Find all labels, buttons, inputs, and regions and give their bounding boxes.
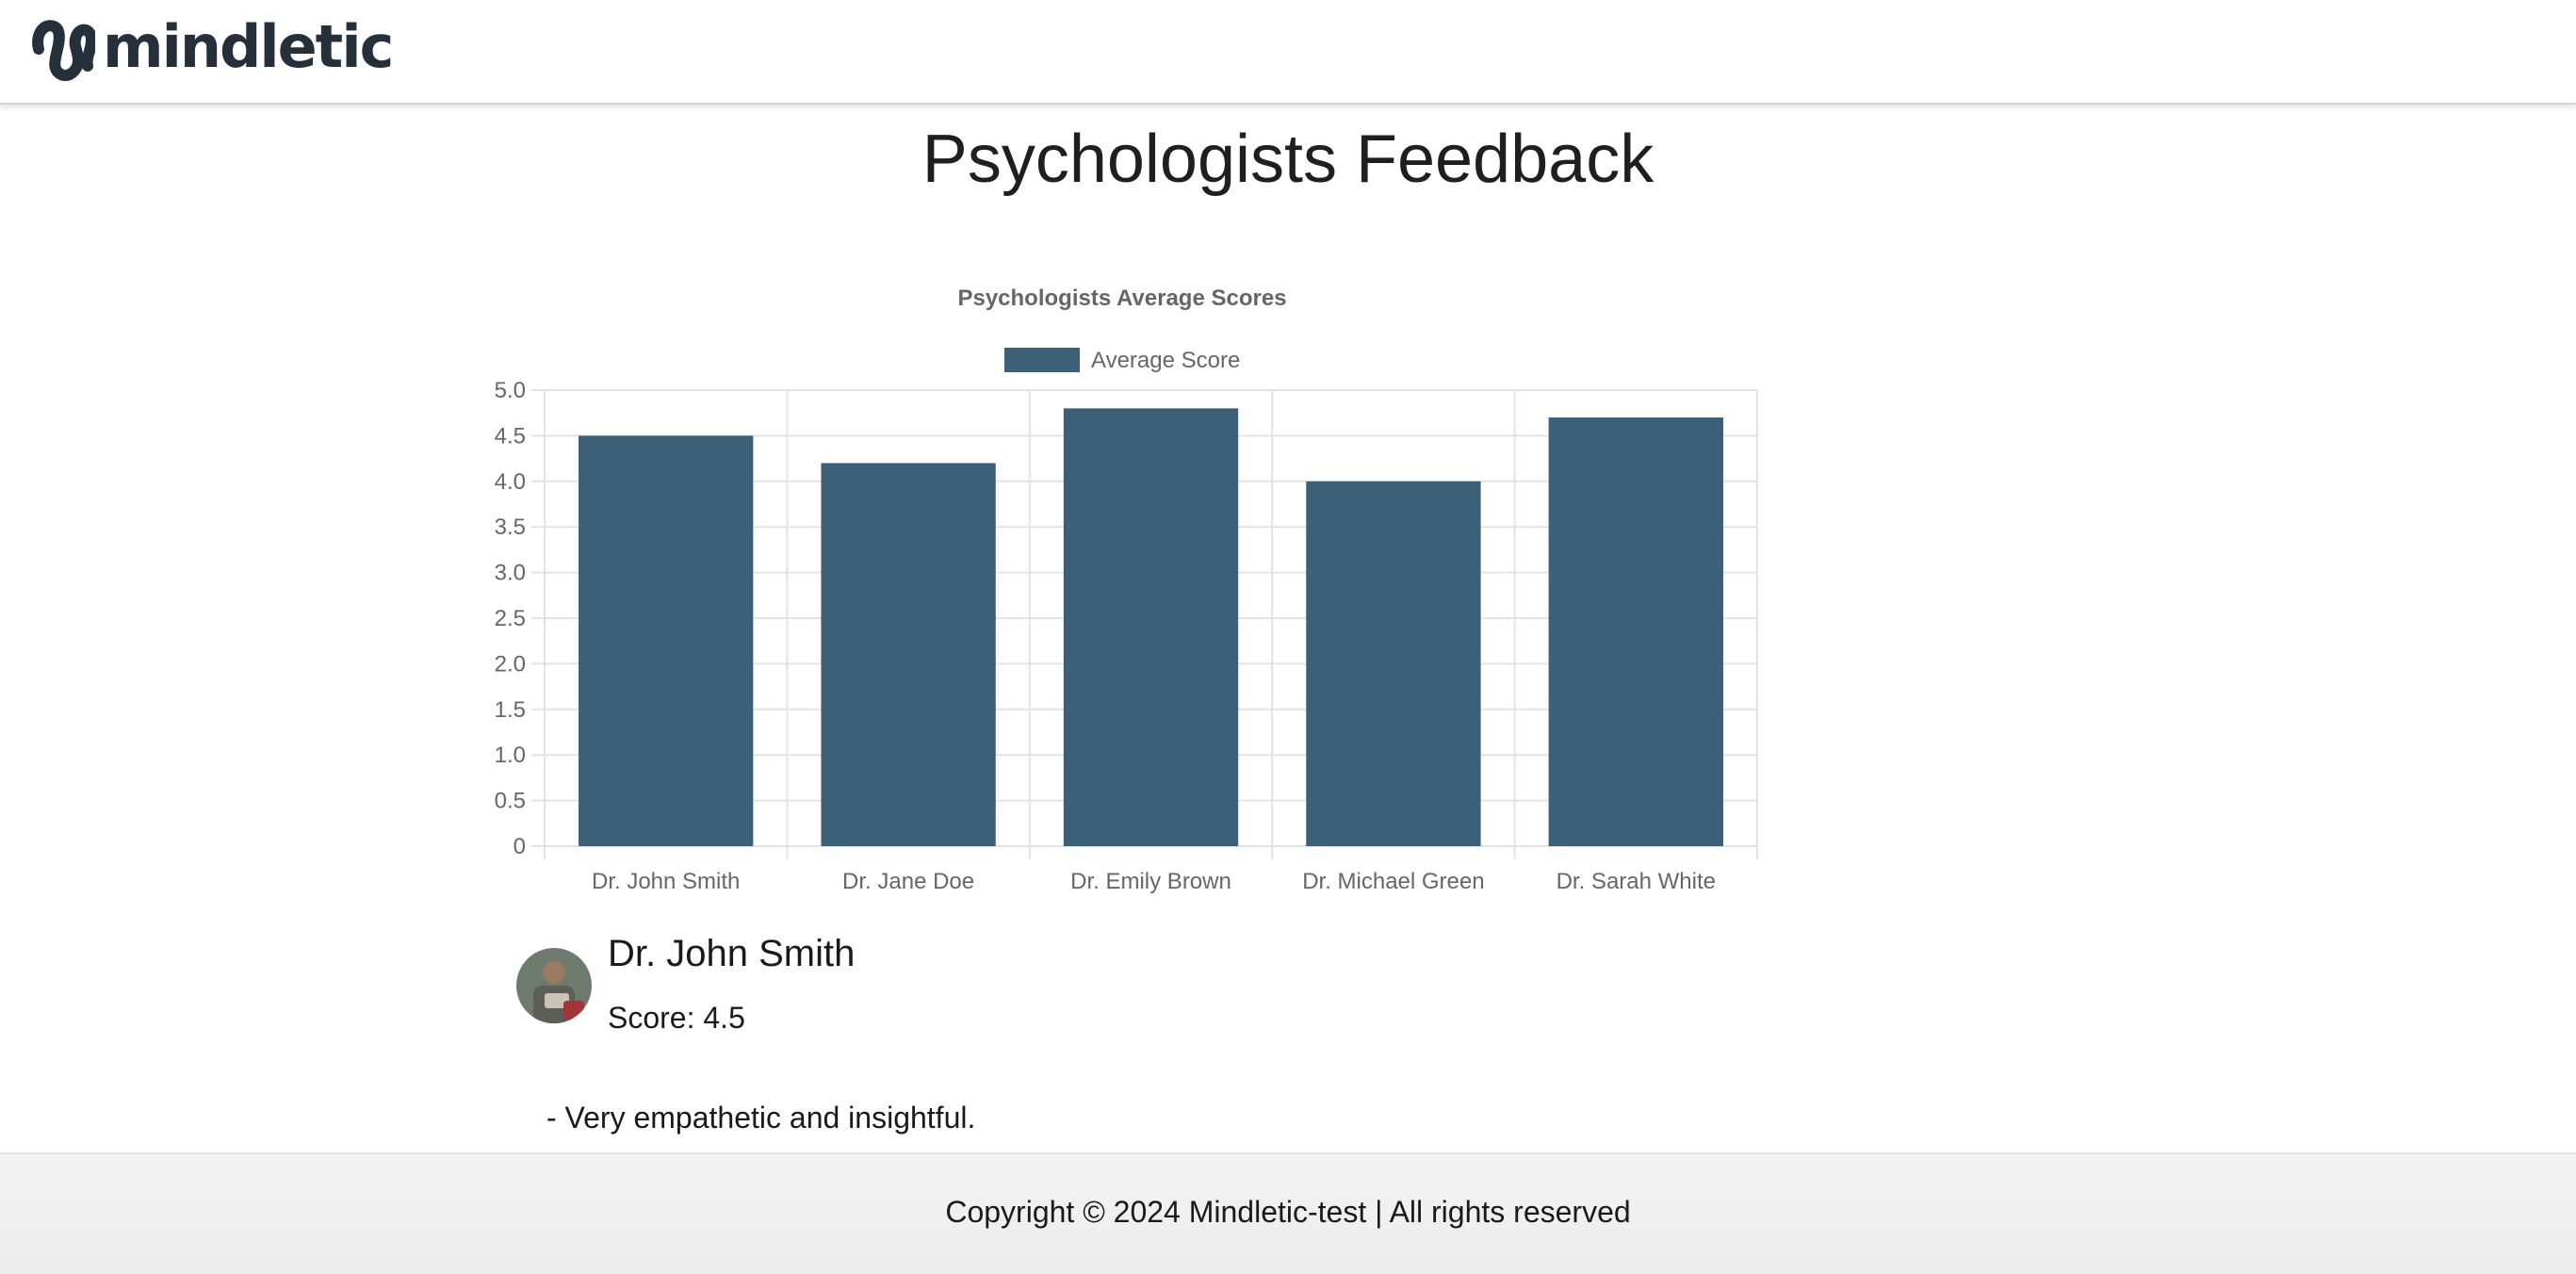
- y-tick-label: 2.5: [495, 606, 526, 631]
- logo[interactable]: mindletic: [31, 12, 394, 81]
- y-tick-label: 0.5: [495, 789, 526, 814]
- x-tick-label: Dr. Jane Doe: [842, 869, 974, 894]
- chart-title: Psychologists Average Scores: [957, 286, 1286, 311]
- x-tick-label: Dr. Sarah White: [1557, 869, 1716, 894]
- x-tick-label: Dr. John Smith: [592, 869, 740, 894]
- psychologist-score: Score: 4.5: [608, 1001, 745, 1035]
- footer: Copyright © 2024 Mindletic-test | All ri…: [0, 1152, 2576, 1274]
- legend-swatch: [1004, 348, 1080, 372]
- avatar: [516, 948, 592, 1023]
- y-tick-label: 5.0: [495, 378, 526, 403]
- y-tick-label: 1.0: [495, 743, 526, 768]
- y-tick-label: 3.5: [495, 514, 526, 540]
- psychologist-name: Dr. John Smith: [608, 933, 856, 974]
- copyright-text: Copyright © 2024 Mindletic-test | All ri…: [945, 1195, 1631, 1229]
- logo-text: mindletic: [103, 12, 394, 81]
- y-tick-label: 4.5: [495, 423, 526, 449]
- legend-label: Average Score: [1091, 348, 1240, 373]
- bar: [821, 463, 996, 846]
- bar: [1548, 417, 1723, 846]
- y-tick-label: 4.0: [495, 469, 526, 495]
- y-tick-label: 0: [514, 834, 526, 859]
- logo-icon: [32, 20, 95, 81]
- feedback-item: - Very empathetic and insightful.: [546, 1101, 976, 1135]
- bar: [1063, 408, 1239, 846]
- x-tick-label: Dr. Emily Brown: [1070, 869, 1231, 894]
- y-tick-label: 3.0: [495, 561, 526, 586]
- top-header: mindletic: [0, 0, 2576, 105]
- bar: [579, 435, 754, 846]
- x-tick-label: Dr. Michael Green: [1302, 869, 1484, 894]
- y-tick-label: 2.0: [495, 651, 526, 677]
- bar: [1306, 481, 1481, 846]
- y-tick-label: 1.5: [495, 697, 526, 723]
- page-title: Psychologists Feedback: [921, 122, 1655, 197]
